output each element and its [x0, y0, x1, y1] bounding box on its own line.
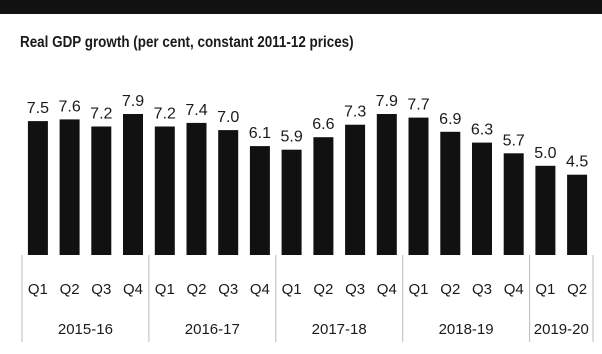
year-label-3: 2018-19	[439, 321, 494, 338]
bar-1	[59, 119, 80, 256]
bar-5	[186, 122, 207, 256]
bar-8	[281, 149, 302, 255]
quarter-label-17: Q2	[567, 281, 587, 298]
quarter-label-1: Q2	[60, 281, 80, 298]
bar-14	[472, 142, 492, 255]
value-label-14: 6.3	[471, 122, 493, 139]
value-label-5: 7.4	[185, 102, 207, 119]
year-label-0: 2015-16	[58, 321, 113, 338]
value-label-0: 7.5	[27, 100, 49, 117]
top-border	[0, 0, 602, 14]
value-label-7: 6.1	[249, 125, 271, 142]
value-label-9: 6.6	[312, 116, 334, 133]
value-label-8: 5.9	[280, 129, 302, 146]
quarter-label-12: Q1	[408, 281, 428, 298]
quarter-label-15: Q4	[504, 281, 524, 298]
quarter-label-2: Q3	[91, 281, 111, 298]
value-label-13: 6.9	[439, 111, 461, 128]
bar-3	[123, 114, 143, 255]
value-label-15: 5.7	[503, 132, 525, 149]
quarter-label-4: Q1	[155, 281, 175, 298]
quarter-label-3: Q4	[123, 281, 143, 298]
value-label-11: 7.9	[376, 93, 398, 110]
bar-6	[218, 130, 239, 255]
quarter-label-11: Q4	[377, 281, 397, 298]
value-label-10: 7.3	[344, 104, 366, 121]
quarter-label-6: Q3	[218, 281, 238, 298]
bar-7	[249, 146, 270, 255]
year-label-4: 2019-20	[534, 321, 589, 338]
quarter-label-9: Q2	[313, 281, 333, 298]
value-label-3: 7.9	[122, 93, 144, 110]
bar-10	[345, 124, 366, 255]
quarter-label-5: Q2	[186, 281, 206, 298]
bar-13	[440, 131, 461, 255]
bar-9	[313, 137, 334, 255]
value-label-4: 7.2	[154, 106, 176, 123]
quarter-label-7: Q4	[250, 281, 270, 298]
bar-4	[154, 126, 175, 255]
value-label-6: 7.0	[217, 109, 239, 126]
quarter-label-14: Q3	[472, 281, 492, 298]
bar-15	[503, 153, 524, 255]
quarter-label-8: Q1	[282, 281, 302, 298]
value-label-17: 4.5	[566, 154, 588, 171]
quarter-label-0: Q1	[28, 281, 48, 298]
value-label-16: 5.0	[534, 145, 556, 162]
year-label-1: 2016-17	[185, 321, 240, 338]
quarter-label-16: Q1	[535, 281, 555, 298]
chart-title: Real GDP growth (per cent, constant 2011…	[20, 34, 354, 51]
quarter-label-10: Q3	[345, 281, 365, 298]
bar-0	[27, 121, 48, 255]
bar-17	[567, 174, 588, 255]
bar-2	[91, 126, 112, 255]
value-label-1: 7.6	[58, 98, 80, 115]
bar-11	[376, 114, 397, 255]
value-label-12: 7.7	[407, 97, 429, 114]
bar-16	[535, 165, 556, 255]
quarter-label-13: Q2	[440, 281, 460, 298]
year-label-2: 2017-18	[312, 321, 367, 338]
bar-12	[408, 117, 429, 255]
value-label-2: 7.2	[90, 106, 112, 123]
